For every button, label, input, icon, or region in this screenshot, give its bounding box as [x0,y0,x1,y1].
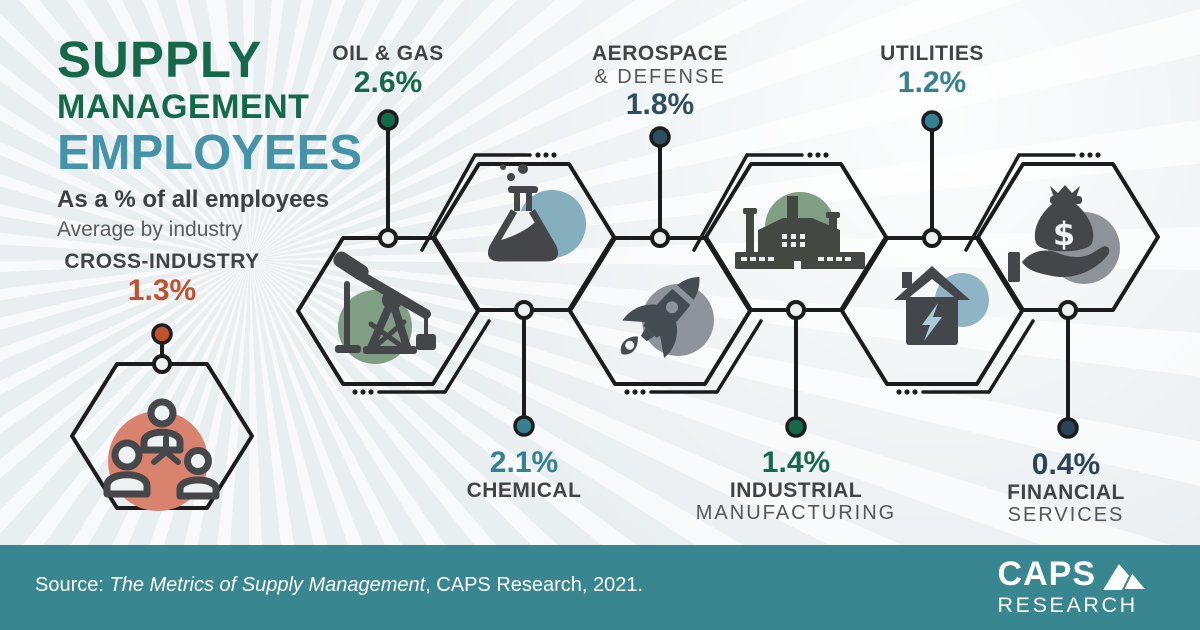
money-bag-hand-icon: $ [1008,185,1120,284]
people-network-icon [103,398,220,511]
dot-aerospace [649,126,671,148]
hexagon-financial [976,162,1160,312]
hexagon-cross-industry [70,362,254,510]
industry-name: OIL & GAS [332,42,444,65]
industry-value: 1.4% [761,446,831,479]
source-text: Source: The Metrics of Supply Management… [35,574,644,596]
industry-name: UTILITIES [880,42,984,65]
industry-name: CHEMICAL [466,478,582,502]
industry-value: 2.1% [489,446,559,479]
dot-oil-gas [377,109,399,131]
label-financial-services: 0.4% FINANCIAL SERVICES [1007,448,1125,526]
junction-circles [152,228,1078,374]
label-aerospace-defense: AEROSPACE & DEFENSE 1.8% [592,42,728,120]
rocket-icon [620,276,714,359]
dollar-sign: $ [1053,215,1075,253]
industry-value: 2.6% [353,65,423,99]
label-chemical: 2.1% CHEMICAL [467,446,582,502]
factory-icon [735,192,865,269]
label-cross-industry: CROSS-INDUSTRY 1.3% [64,250,259,306]
title-block: SUPPLY MANAGEMENT EMPLOYEES As a % of al… [57,34,362,240]
house-energy-icon [894,266,989,345]
dot-utilities [921,110,943,132]
industry-name-line2: MANUFACTURING [695,502,897,525]
label-oil-gas: OIL & GAS 2.6% [332,42,443,98]
subtitle-bold: As a % of all employees [57,186,330,213]
industry-name: INDUSTRIAL [729,478,863,502]
caps-research-logo: CAPS RESEARCH [998,557,1148,617]
industry-name-line2: & DEFENSE [594,65,726,88]
page-title-line3: EMPLOYEES [57,126,362,180]
dot-financial [1057,417,1079,439]
dot-cross-industry [151,323,173,345]
page-title-line1: SUPPLY [57,31,263,88]
industry-name: FINANCIAL [1007,480,1125,504]
industry-value: 1.8% [625,87,695,121]
industry-name-line2: SERVICES [1007,504,1125,527]
industry-name: AEROSPACE [592,42,728,65]
logo-research-text: RESEARCH [997,593,1138,617]
oil-pump-icon [333,251,436,364]
industry-value: 0.4% [1031,448,1101,481]
subtitle-light: Average by industry [57,218,243,241]
dots-decoration [352,152,1101,395]
connector-lines [160,128,1070,421]
mountain-icon [1103,564,1148,591]
logo-caps-text: CAPS [997,555,1096,593]
flask-icon [488,164,586,262]
footer-bar: Source: The Metrics of Supply Management… [0,545,1200,630]
label-industrial-manufacturing: 1.4% INDUSTRIAL MANUFACTURING [696,446,896,524]
echo-lines [377,153,1076,394]
industry-value: 1.3% [127,273,197,307]
label-utilities: UTILITIES 1.2% [880,42,984,98]
dot-chemical [513,415,535,437]
page-title-line2: MANAGEMENT [57,88,310,126]
dot-industrial [785,416,807,438]
industry-name: CROSS-INDUSTRY [64,250,260,273]
value-dots [151,109,1079,439]
industry-value: 1.2% [897,65,967,99]
